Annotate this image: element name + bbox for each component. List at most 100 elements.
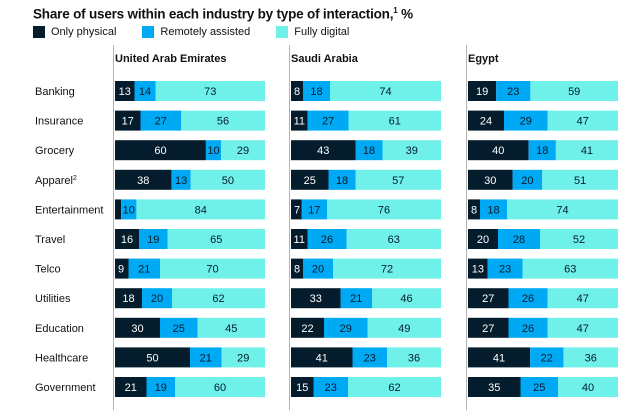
data-label-saudi-arabia-entertainment-fully-digital: 76 <box>378 204 390 216</box>
bar-segment-united-arab-emirates-entertainment-fully-digital <box>136 199 265 220</box>
panel-title-united-arab-emirates: United Arab Emirates <box>115 53 226 65</box>
bar-segment-saudi-arabia-education-fully-digital <box>367 317 441 338</box>
bar-segment-saudi-arabia-education-only-physical <box>291 317 324 338</box>
data-label-saudi-arabia-government-fully-digital: 62 <box>388 382 400 394</box>
bar-segment-saudi-arabia-apparel-remotely-assisted <box>328 169 356 190</box>
data-label-united-arab-emirates-banking-fully-digital: 73 <box>204 86 216 98</box>
bar-segment-egypt-telco-fully-digital <box>522 258 618 279</box>
bar-segment-united-arab-emirates-banking-only-physical <box>115 81 135 101</box>
bar-segment-united-arab-emirates-entertainment-remotely-assisted <box>121 199 137 220</box>
bar-segment-united-arab-emirates-government-fully-digital <box>175 377 265 397</box>
data-label-saudi-arabia-telco-only-physical: 8 <box>294 264 300 276</box>
bar-segment-egypt-utilities-only-physical <box>468 288 509 309</box>
data-label-saudi-arabia-education-fully-digital: 49 <box>398 323 410 335</box>
bar-segment-egypt-travel-fully-digital <box>540 229 618 249</box>
bar-segment-saudi-arabia-utilities-only-physical <box>291 288 341 309</box>
category-label-apparel: Apparel2 <box>35 175 77 187</box>
chart-title: Share of users within each industry by t… <box>33 6 413 22</box>
bar-segment-egypt-insurance-remotely-assisted <box>504 110 548 131</box>
data-label-saudi-arabia-utilities-remotely-assisted: 21 <box>350 293 362 305</box>
data-label-saudi-arabia-education-remotely-assisted: 29 <box>340 323 352 335</box>
title-footnote: 1 <box>393 6 398 15</box>
data-label-united-arab-emirates-travel-fully-digital: 65 <box>210 234 222 246</box>
data-label-saudi-arabia-apparel-fully-digital: 57 <box>392 175 404 187</box>
bar-segment-united-arab-emirates-healthcare-fully-digital <box>221 347 265 368</box>
data-label-saudi-arabia-travel-remotely-assisted: 26 <box>321 234 333 246</box>
data-label-egypt-insurance-remotely-assisted: 29 <box>520 116 532 128</box>
data-label-united-arab-emirates-entertainment-remotely-assisted: 10 <box>123 204 135 216</box>
data-label-united-arab-emirates-travel-remotely-assisted: 19 <box>147 234 159 246</box>
data-label-united-arab-emirates-utilities-remotely-assisted: 20 <box>151 293 163 305</box>
data-label-egypt-entertainment-remotely-assisted: 18 <box>487 204 499 216</box>
panel-title-saudi-arabia: Saudi Arabia <box>291 53 359 65</box>
data-label-egypt-education-fully-digital: 47 <box>577 323 589 335</box>
data-label-egypt-grocery-only-physical: 40 <box>492 145 504 157</box>
bar-segment-egypt-grocery-remotely-assisted <box>528 140 556 161</box>
legend-swatch-fully-digital <box>276 26 289 38</box>
bar-segment-united-arab-emirates-apparel-only-physical <box>115 169 172 190</box>
bar-segment-egypt-insurance-only-physical <box>468 110 504 131</box>
category-label-utilities: Utilities <box>35 293 71 305</box>
bar-segment-egypt-apparel-only-physical <box>468 169 513 190</box>
data-label-saudi-arabia-apparel-remotely-assisted: 18 <box>336 175 348 187</box>
data-label-egypt-travel-only-physical: 20 <box>477 234 489 246</box>
data-label-egypt-insurance-fully-digital: 47 <box>577 116 589 128</box>
data-label-united-arab-emirates-healthcare-fully-digital: 29 <box>237 352 249 364</box>
bar-segment-saudi-arabia-insurance-fully-digital <box>348 110 441 131</box>
legend-label-remotely-assisted: Remotely assisted <box>160 26 251 38</box>
legend-item-only-physical: Only physical <box>33 26 116 38</box>
data-label-egypt-utilities-remotely-assisted: 26 <box>522 293 534 305</box>
data-label-egypt-banking-only-physical: 19 <box>476 86 488 98</box>
bar-segment-saudi-arabia-utilities-fully-digital <box>372 288 441 309</box>
bar-segment-egypt-banking-only-physical <box>468 81 497 101</box>
bar-segment-united-arab-emirates-utilities-remotely-assisted <box>142 288 172 309</box>
data-label-united-arab-emirates-education-fully-digital: 45 <box>225 323 237 335</box>
bar-segment-saudi-arabia-banking-only-physical <box>291 81 303 101</box>
bar-segment-united-arab-emirates-insurance-only-physical <box>115 110 141 131</box>
bar-segment-saudi-arabia-apparel-only-physical <box>291 169 329 190</box>
data-label-egypt-government-fully-digital: 40 <box>582 382 594 394</box>
bar-segment-egypt-entertainment-only-physical <box>468 199 480 220</box>
data-label-united-arab-emirates-government-only-physical: 21 <box>125 382 137 394</box>
bar-segment-saudi-arabia-utilities-remotely-assisted <box>340 288 372 309</box>
data-label-saudi-arabia-banking-only-physical: 8 <box>294 86 300 98</box>
data-label-saudi-arabia-travel-fully-digital: 63 <box>388 234 400 246</box>
bar-segment-egypt-banking-fully-digital <box>530 81 618 101</box>
data-label-united-arab-emirates-insurance-remotely-assisted: 27 <box>155 116 167 128</box>
bar-segment-egypt-education-only-physical <box>468 317 509 338</box>
data-label-saudi-arabia-healthcare-fully-digital: 36 <box>408 352 420 364</box>
data-label-united-arab-emirates-government-remotely-assisted: 19 <box>155 382 167 394</box>
bar-segment-saudi-arabia-grocery-only-physical <box>291 140 356 161</box>
bar-segment-egypt-utilities-fully-digital <box>547 288 618 309</box>
data-label-united-arab-emirates-grocery-remotely-assisted: 10 <box>207 145 219 157</box>
data-label-egypt-healthcare-fully-digital: 36 <box>585 352 597 364</box>
data-label-saudi-arabia-apparel-only-physical: 25 <box>304 175 316 187</box>
data-label-united-arab-emirates-telco-only-physical: 9 <box>118 264 124 276</box>
bar-segment-united-arab-emirates-healthcare-only-physical <box>115 347 190 368</box>
bar-segment-united-arab-emirates-travel-remotely-assisted <box>139 229 168 249</box>
data-label-saudi-arabia-healthcare-only-physical: 41 <box>316 352 328 364</box>
bar-segment-united-arab-emirates-telco-only-physical <box>115 258 129 279</box>
bar-segment-egypt-grocery-fully-digital <box>555 140 618 161</box>
bar-segment-saudi-arabia-telco-only-physical <box>291 258 303 279</box>
bar-segment-saudi-arabia-telco-remotely-assisted <box>303 258 333 279</box>
bar-segment-united-arab-emirates-education-fully-digital <box>197 317 265 338</box>
bar-segment-united-arab-emirates-apparel-fully-digital <box>190 169 265 190</box>
bar-segment-saudi-arabia-government-remotely-assisted <box>313 377 348 397</box>
data-label-egypt-apparel-only-physical: 30 <box>484 175 496 187</box>
data-label-egypt-government-only-physical: 35 <box>488 382 500 394</box>
data-label-egypt-banking-remotely-assisted: 23 <box>507 86 519 98</box>
data-label-saudi-arabia-entertainment-remotely-assisted: 17 <box>308 204 320 216</box>
category-label-government: Government <box>35 382 96 394</box>
data-label-egypt-apparel-fully-digital: 51 <box>574 175 586 187</box>
bar-segment-saudi-arabia-travel-fully-digital <box>346 229 441 249</box>
bar-segment-saudi-arabia-travel-only-physical <box>291 229 308 249</box>
data-label-egypt-telco-fully-digital: 63 <box>564 264 576 276</box>
bar-segment-united-arab-emirates-government-only-physical <box>115 377 147 397</box>
bar-segment-egypt-telco-only-physical <box>468 258 488 279</box>
bar-segment-united-arab-emirates-utilities-fully-digital <box>172 288 265 309</box>
data-label-united-arab-emirates-insurance-fully-digital: 56 <box>217 116 229 128</box>
category-label-education: Education <box>35 323 84 335</box>
bar-segment-egypt-entertainment-fully-digital <box>507 199 618 220</box>
data-label-egypt-education-remotely-assisted: 26 <box>522 323 534 335</box>
